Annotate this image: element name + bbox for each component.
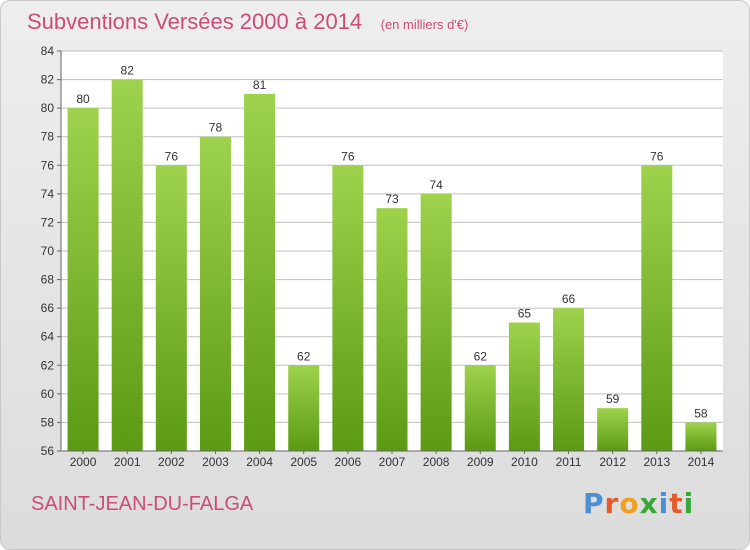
y-tick-label: 84 bbox=[41, 44, 55, 58]
y-tick-label: 78 bbox=[41, 130, 55, 144]
y-tick-label: 64 bbox=[41, 330, 55, 344]
bar bbox=[641, 165, 673, 452]
bar-value-label: 76 bbox=[341, 149, 355, 163]
bar bbox=[376, 208, 408, 451]
bar-value-label: 58 bbox=[694, 406, 708, 420]
y-tick-label: 62 bbox=[41, 358, 55, 372]
bar-value-label: 74 bbox=[429, 178, 443, 192]
bar bbox=[111, 79, 143, 452]
y-tick-label: 58 bbox=[41, 415, 55, 429]
bar-value-label: 73 bbox=[385, 192, 399, 206]
x-tick-label: 2002 bbox=[158, 455, 185, 469]
x-tick-label: 2008 bbox=[423, 455, 450, 469]
y-tick-label: 80 bbox=[41, 101, 55, 115]
x-tick-label: 2000 bbox=[70, 455, 97, 469]
y-tick-label: 70 bbox=[41, 244, 55, 258]
y-tick-label: 66 bbox=[41, 301, 55, 315]
chart-title: Subventions Versées 2000 à 2014 bbox=[27, 9, 363, 34]
bar-value-label: 59 bbox=[606, 392, 620, 406]
bar-value-label: 80 bbox=[76, 92, 90, 106]
y-tick-label: 60 bbox=[41, 387, 55, 401]
x-tick-label: 2006 bbox=[335, 455, 362, 469]
x-tick-label: 2005 bbox=[290, 455, 317, 469]
x-tick-label: 2011 bbox=[556, 455, 582, 469]
proxiti-logo: Proxiti bbox=[583, 487, 695, 520]
bar-value-label: 62 bbox=[297, 349, 311, 363]
bar-value-label: 81 bbox=[253, 78, 267, 92]
y-tick-label: 56 bbox=[41, 444, 55, 458]
y-tick-label: 74 bbox=[41, 187, 55, 201]
bar bbox=[685, 422, 717, 451]
x-tick-label: 2009 bbox=[467, 455, 494, 469]
x-tick-label: 2012 bbox=[599, 455, 626, 469]
bar bbox=[508, 322, 540, 451]
location-label: SAINT-JEAN-DU-FALGA bbox=[31, 493, 254, 515]
x-tick-label: 2004 bbox=[246, 455, 273, 469]
bar bbox=[288, 365, 320, 451]
bar-value-label: 78 bbox=[209, 121, 223, 135]
bar bbox=[199, 136, 231, 451]
bar-value-label: 76 bbox=[165, 149, 179, 163]
bar bbox=[553, 308, 585, 451]
y-tick-label: 72 bbox=[41, 215, 55, 229]
chart-subtitle: (en milliers d'€) bbox=[380, 17, 469, 32]
bar-value-label: 76 bbox=[650, 149, 664, 163]
x-tick-label: 2007 bbox=[379, 455, 406, 469]
bar bbox=[67, 108, 99, 452]
bar-value-label: 66 bbox=[562, 292, 576, 306]
x-tick-label: 2003 bbox=[202, 455, 229, 469]
x-tick-label: 2013 bbox=[643, 455, 670, 469]
bar bbox=[155, 165, 187, 452]
y-tick-label: 82 bbox=[41, 73, 55, 87]
bar-value-label: 65 bbox=[518, 306, 532, 320]
x-tick-label: 2014 bbox=[688, 455, 715, 469]
x-tick-label: 2001 bbox=[114, 455, 141, 469]
bar-value-label: 82 bbox=[121, 64, 135, 78]
y-tick-label: 68 bbox=[41, 273, 55, 287]
bar bbox=[332, 165, 364, 452]
y-tick-label: 76 bbox=[41, 158, 55, 172]
bar-value-label: 62 bbox=[474, 349, 488, 363]
x-tick-label: 2010 bbox=[511, 455, 538, 469]
bar bbox=[420, 193, 452, 451]
chart-title-block: Subventions Versées 2000 à 2014 (en mill… bbox=[27, 9, 468, 35]
bar bbox=[244, 93, 276, 451]
bar bbox=[597, 408, 629, 451]
bar bbox=[464, 365, 496, 451]
